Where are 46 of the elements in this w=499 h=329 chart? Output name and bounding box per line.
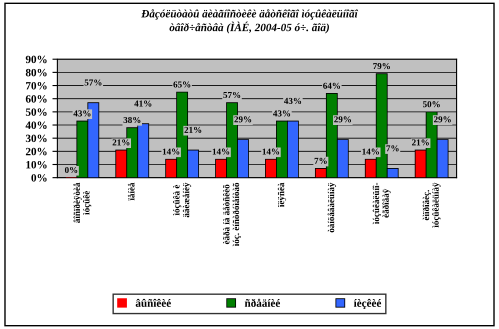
data-label: 29%: [434, 116, 451, 122]
data-label: 7%: [386, 145, 399, 152]
y-tick-label: 10%: [26, 160, 47, 168]
data-label: 21%: [412, 139, 429, 146]
y-tick-label: 90%: [26, 56, 47, 64]
data-label: 57%: [84, 79, 102, 86]
x-tick-label: ìóçûêàëüíî- èãðîâàÿ: [372, 182, 391, 224]
chart-title: Ðåçóëüòàòû äèàãíîñòèêè äåòñêîãî ìóçûêàëüíîãî òâîð÷åñòâà (ÌÀÉ, 2004-05 ó÷. ãîä): [141, 9, 358, 34]
data-label: 38%: [124, 116, 140, 124]
data-label: 7%: [314, 158, 327, 164]
y-tick-label: 80%: [26, 68, 47, 76]
y-tick-label: 30%: [26, 134, 47, 142]
x-tick-label: òàíöåâàëüíàÿ: [328, 182, 336, 232]
data-label: 0%: [64, 166, 78, 174]
x-tick-label: ïåíèå: [128, 182, 134, 201]
data-label: 57%: [223, 92, 240, 98]
y-tick-label: 0%: [31, 174, 47, 182]
y-tick-label: 70%: [26, 82, 47, 90]
data-label: 21%: [112, 139, 130, 146]
data-label: 43%: [73, 110, 91, 116]
data-label: 14%: [262, 148, 280, 155]
legend-label: âûñîêèé: [136, 298, 171, 307]
data-label: 29%: [334, 116, 351, 122]
y-tick-label: 40%: [26, 121, 47, 130]
y-tick-label: 50%: [26, 108, 47, 116]
data-label: 14%: [212, 148, 230, 155]
data-label: 65%: [173, 81, 190, 88]
data-label: 64%: [323, 82, 340, 89]
data-label: 14%: [362, 148, 379, 155]
legend-label: ñðåäíèé: [244, 298, 280, 307]
y-tick-label: 20%: [26, 148, 47, 156]
x-tick-label: ïëÿñêà: [278, 182, 286, 208]
data-label: 43%: [284, 98, 302, 104]
data-label: 21%: [184, 126, 202, 133]
data-label: 29%: [234, 116, 252, 122]
data-label: 14%: [162, 148, 180, 155]
legend-label: íèçêèé: [354, 298, 382, 310]
data-label: 43%: [273, 110, 290, 116]
y-tick-label: 60%: [26, 95, 47, 103]
x-tick-label: âîñïðèÿòèå ìóçûêè: [73, 182, 92, 223]
data-label: 79%: [373, 62, 390, 70]
x-tick-label: èãðà íà äåòñêèõ ìóç. èíñòðóìåíòàõ: [222, 182, 241, 246]
x-tick-label: èìïðîâèç. ìóçûêàëüíàÿ: [422, 182, 441, 228]
data-label: 41%: [134, 100, 152, 107]
data-label: 50%: [422, 101, 440, 108]
x-tick-label: ìóçûêà è äâèæåíèÿ: [173, 182, 192, 218]
